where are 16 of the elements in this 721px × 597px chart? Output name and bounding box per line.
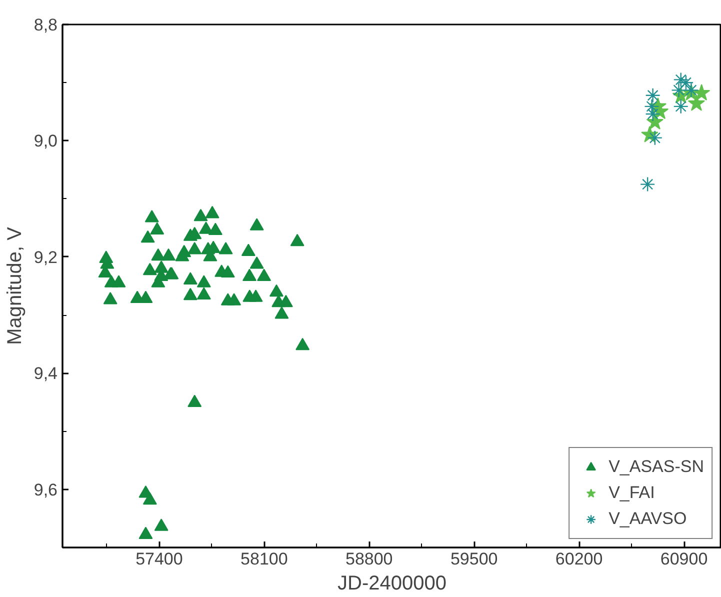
x-tick-label: 60900: [660, 550, 708, 568]
x-axis-title: JD-2400000: [338, 572, 446, 594]
x-tick-label: 58800: [345, 550, 393, 568]
x-tick-label: 60200: [555, 550, 603, 568]
y-tick-label: 8,8: [34, 16, 58, 34]
y-axis-title: Magnitude, V: [4, 226, 26, 345]
x-tick-label: 58100: [240, 550, 288, 568]
x-tick-label: 57400: [136, 550, 183, 568]
legend-label: V_FAI: [608, 483, 655, 503]
y-tick-label: 9,0: [34, 132, 58, 151]
legend-label: V_ASAS-SN: [608, 457, 704, 477]
y-tick-label: 9,2: [34, 248, 58, 267]
legend-label: V_AAVSO: [608, 509, 687, 529]
x-tick-label: 59500: [450, 550, 498, 568]
y-tick-label: 9,6: [34, 480, 58, 500]
y-tick-label: 9,4: [34, 364, 58, 384]
